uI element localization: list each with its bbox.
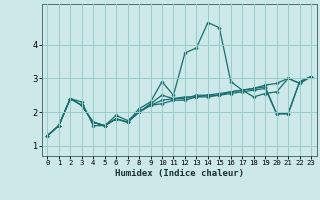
X-axis label: Humidex (Indice chaleur): Humidex (Indice chaleur)	[115, 169, 244, 178]
